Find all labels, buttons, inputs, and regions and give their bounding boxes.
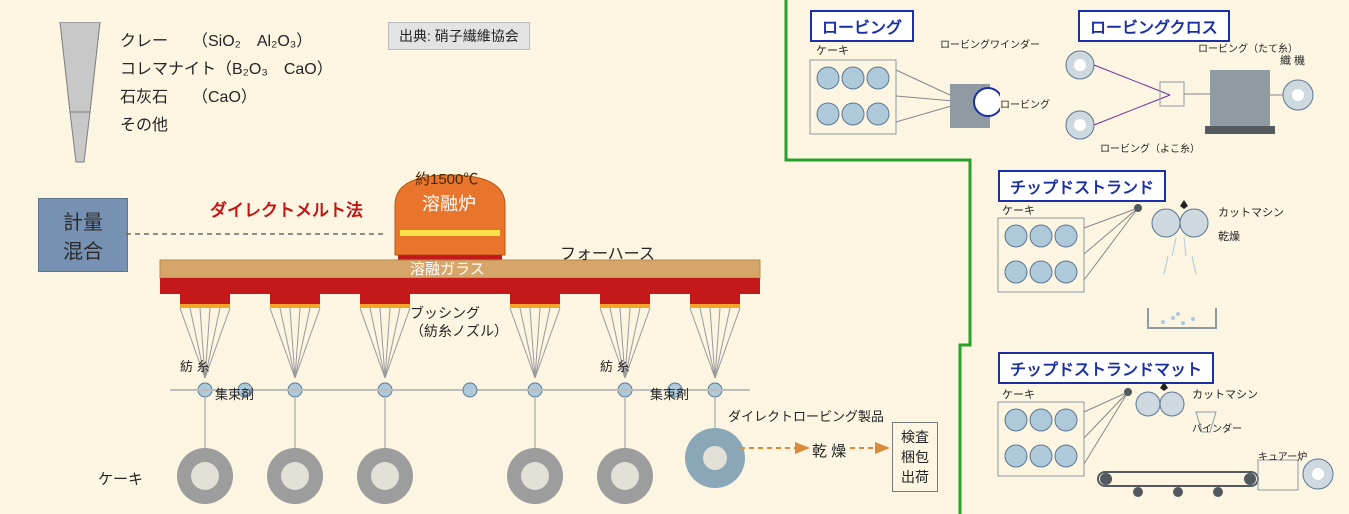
loom-label: 織 機 xyxy=(1280,52,1305,68)
winder-label: ロービングワインダー xyxy=(940,36,1040,51)
chopped-diagram xyxy=(988,198,1308,348)
dry-label-small: 乾燥 xyxy=(1218,228,1240,244)
cutmachine-label: カットマシン xyxy=(1192,386,1258,402)
mat-diagram xyxy=(988,382,1338,512)
weft-label: ロービング（よこ糸） xyxy=(1100,140,1200,155)
binder-label: バインダー xyxy=(1192,420,1242,435)
mat-title: チップドストランドマット xyxy=(998,352,1214,384)
cloth-title: ロービングクロス xyxy=(1078,10,1230,42)
cake-small-label: ケーキ xyxy=(1002,202,1035,218)
cutmachine-label: カットマシン xyxy=(1218,204,1284,220)
roving-title: ロービング xyxy=(810,10,914,42)
oven-label: キュアー炉 xyxy=(1258,448,1307,463)
cake-small-label: ケーキ xyxy=(816,42,849,58)
cake-small-label: ケーキ xyxy=(1002,386,1035,402)
roving-prod-label: ロービング xyxy=(1000,96,1050,111)
